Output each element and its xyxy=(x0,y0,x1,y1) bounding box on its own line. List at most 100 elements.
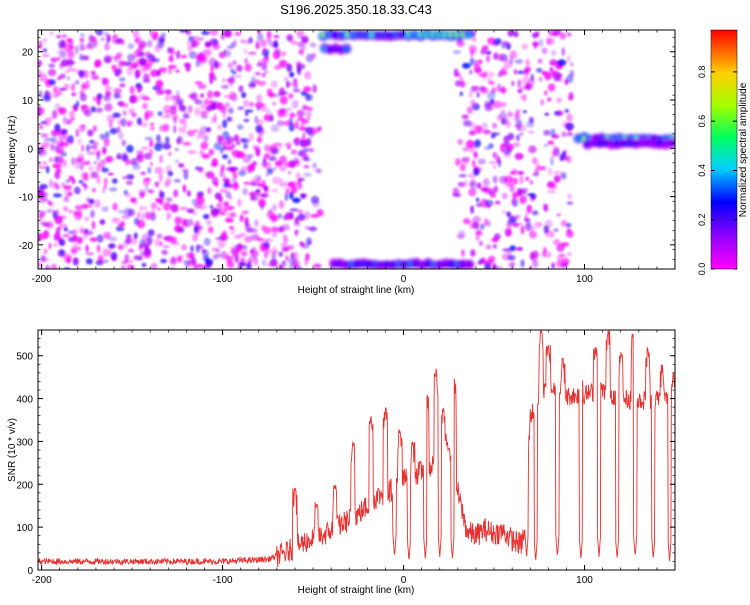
noise-speckle xyxy=(506,211,512,218)
spectrogram-ylabel: Frequency (Hz) xyxy=(7,116,18,185)
noise-speckle xyxy=(210,207,220,216)
noise-speckle xyxy=(234,234,243,239)
noise-speckle xyxy=(114,57,118,63)
noise-speckle xyxy=(535,163,541,170)
noise-speckle xyxy=(501,101,507,108)
noise-speckle xyxy=(154,166,164,175)
noise-speckle xyxy=(162,143,172,150)
noise-speckle xyxy=(482,129,492,135)
noise-speckle xyxy=(182,184,187,193)
noise-speckle xyxy=(160,32,166,39)
noise-speckle xyxy=(222,154,228,160)
noise-speckle xyxy=(501,192,508,200)
spectrogram-marks xyxy=(38,30,675,269)
noise-speckle xyxy=(521,43,529,50)
noise-speckle xyxy=(43,197,49,203)
noise-speckle xyxy=(188,259,196,268)
noise-speckle xyxy=(69,110,75,119)
noise-speckle xyxy=(253,145,260,152)
noise-speckle xyxy=(553,175,561,183)
noise-speckle xyxy=(501,66,507,72)
noise-speckle xyxy=(257,135,263,144)
noise-speckle xyxy=(96,234,104,243)
noise-speckle xyxy=(203,50,210,58)
noise-speckle xyxy=(118,68,123,75)
noise-speckle xyxy=(88,34,95,43)
noise-speckle xyxy=(295,136,299,146)
noise-speckle xyxy=(480,48,487,55)
noise-speckle xyxy=(159,191,165,199)
noise-speckle xyxy=(482,178,490,187)
noise-speckle xyxy=(139,205,144,211)
noise-speckle xyxy=(271,204,277,212)
noise-speckle xyxy=(478,240,484,247)
noise-speckle xyxy=(312,263,322,269)
noise-speckle xyxy=(92,96,101,102)
noise-speckle xyxy=(193,35,199,43)
noise-speckle xyxy=(523,68,530,74)
noise-speckle xyxy=(134,38,140,44)
noise-speckle xyxy=(213,113,217,122)
noise-speckle xyxy=(119,77,126,82)
noise-speckle xyxy=(203,98,210,105)
noise-speckle xyxy=(103,138,110,147)
noise-speckle xyxy=(300,154,310,162)
noise-speckle xyxy=(63,115,67,122)
noise-speckle xyxy=(46,165,50,174)
noise-speckle xyxy=(61,59,69,67)
noise-speckle xyxy=(453,50,462,54)
noise-speckle xyxy=(526,204,533,213)
noise-speckle xyxy=(185,218,194,226)
noise-speckle xyxy=(460,249,466,257)
noise-speckle xyxy=(514,177,518,185)
colorbar-label: Normalized spectral amplitude xyxy=(738,82,749,217)
noise-speckle xyxy=(127,43,135,50)
noise-speckle xyxy=(516,214,520,220)
noise-speckle xyxy=(139,243,144,249)
noise-speckle xyxy=(117,131,124,140)
noise-speckle xyxy=(193,129,199,133)
spec-xtick-label: 100 xyxy=(576,274,593,285)
noise-speckle xyxy=(547,189,556,194)
noise-speckle xyxy=(458,174,467,178)
noise-speckle xyxy=(279,261,288,269)
noise-speckle xyxy=(312,162,317,169)
noise-speckle xyxy=(473,151,478,159)
noise-speckle xyxy=(254,178,261,185)
noise-speckle xyxy=(211,176,219,186)
noise-speckle xyxy=(38,233,42,242)
noise-speckle xyxy=(519,175,524,185)
spec-xtick-label: 0 xyxy=(401,274,407,285)
noise-speckle xyxy=(80,144,85,152)
noise-speckle xyxy=(269,258,278,267)
noise-speckle xyxy=(57,91,63,96)
noise-speckle xyxy=(225,191,232,199)
noise-speckle xyxy=(84,172,89,182)
noise-speckle xyxy=(466,106,473,115)
noise-speckle xyxy=(81,82,87,90)
noise-speckle xyxy=(257,33,264,42)
noise-speckle xyxy=(493,164,497,170)
snr-series-line xyxy=(38,330,675,568)
noise-speckle xyxy=(237,264,243,269)
noise-speckle xyxy=(88,40,97,50)
noise-speckle xyxy=(107,172,114,176)
noise-speckle xyxy=(132,165,141,170)
noise-speckle xyxy=(202,213,210,220)
snr-ytick-label: 500 xyxy=(16,352,33,363)
noise-speckle xyxy=(263,249,269,259)
noise-speckle xyxy=(271,226,279,233)
noise-speckle xyxy=(271,232,278,238)
noise-speckle xyxy=(492,244,497,249)
noise-speckle xyxy=(136,149,141,158)
noise-speckle xyxy=(89,172,97,180)
noise-speckle xyxy=(297,209,304,214)
noise-speckle xyxy=(131,157,140,162)
noise-speckle xyxy=(553,170,562,175)
noise-speckle xyxy=(208,57,217,67)
noise-speckle xyxy=(550,157,554,166)
noise-speckle xyxy=(532,157,538,165)
noise-speckle xyxy=(78,180,84,184)
noise-speckle xyxy=(550,231,555,239)
noise-speckle xyxy=(513,116,521,122)
